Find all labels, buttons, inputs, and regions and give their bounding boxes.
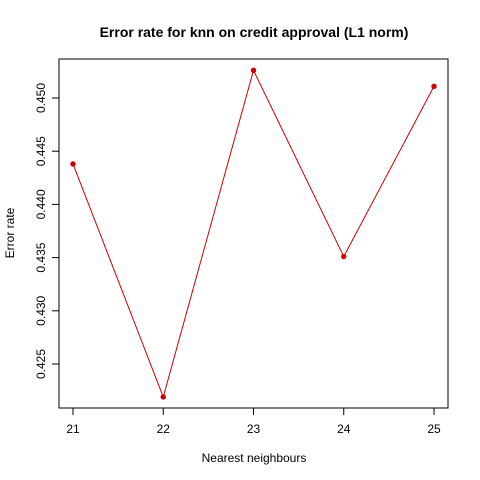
x-axis-label: Nearest neighbours — [202, 451, 307, 465]
data-point — [160, 394, 166, 400]
series-layer — [70, 67, 437, 400]
x-tick-label: 23 — [247, 422, 261, 436]
y-tick-label: 0.450 — [34, 83, 48, 113]
y-tick-label: 0.445 — [34, 136, 48, 166]
data-point — [341, 253, 347, 260]
y-tick-label: 0.430 — [34, 295, 48, 325]
y-axis-label: Error rate — [3, 207, 17, 258]
y-axis: 0.425 0.430 0.435 0.440 0.445 0.450 — [34, 83, 60, 379]
x-axis: 21 22 23 24 25 — [66, 407, 441, 436]
x-tick-label: 21 — [66, 422, 80, 436]
x-tick-label: 25 — [427, 422, 441, 436]
x-tick-label: 24 — [337, 422, 351, 436]
y-tick-label: 0.440 — [34, 189, 48, 219]
y-tick-label: 0.425 — [34, 349, 48, 379]
data-point — [431, 83, 437, 89]
data-point — [70, 161, 76, 167]
x-tick-label: 22 — [157, 422, 171, 436]
data-point — [250, 67, 257, 74]
chart-title: Error rate for knn on credit approval (L… — [100, 24, 409, 40]
y-tick-label: 0.435 — [34, 242, 48, 272]
